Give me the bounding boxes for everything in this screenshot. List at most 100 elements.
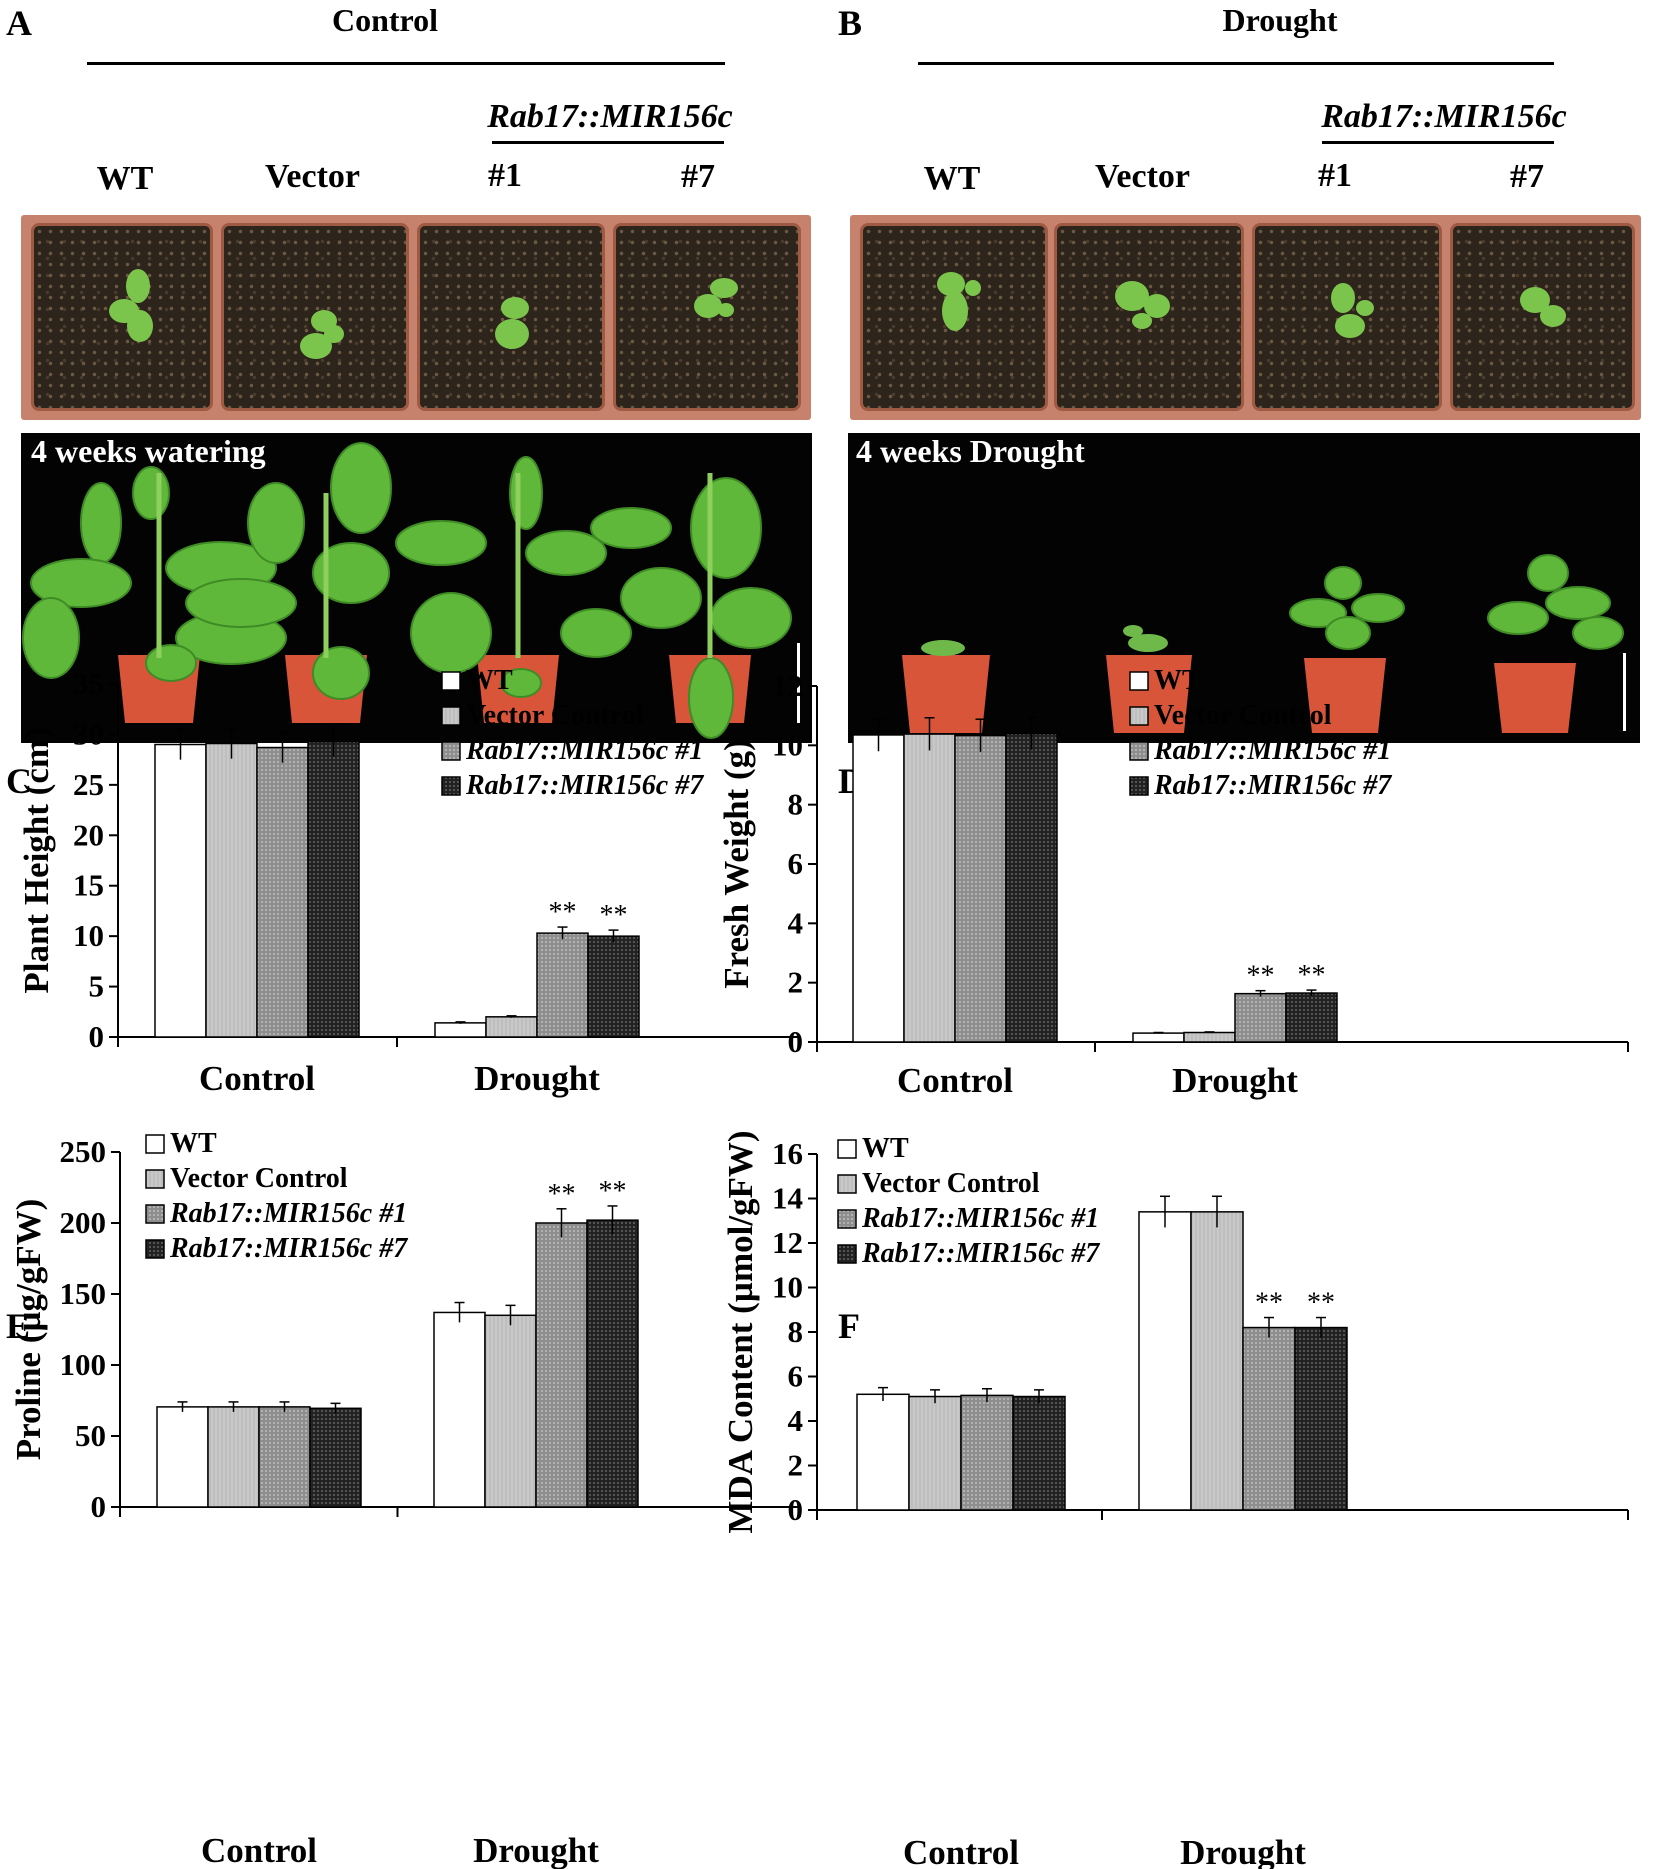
- panel-a-group-label: Rab17::MIR156c: [487, 98, 733, 135]
- y-tick-label: 25: [73, 767, 104, 802]
- y-tick-label: 50: [75, 1418, 106, 1453]
- significance-mark: **: [1298, 960, 1326, 991]
- panel-b-condition: Drought: [1222, 2, 1338, 38]
- panel-a-genotype-wt: WT: [96, 160, 154, 197]
- category-label: Control: [201, 1831, 317, 1869]
- significance-mark: **: [548, 1179, 576, 1210]
- y-axis-title: Fresh Weight (g): [717, 739, 756, 989]
- bar: [1138, 1211, 1192, 1511]
- bar: [1012, 1395, 1066, 1511]
- bar: [852, 734, 905, 1043]
- category-label: Drought: [473, 1831, 599, 1869]
- legend-label: Vector Control: [170, 1163, 348, 1194]
- seedling-icon: [694, 278, 738, 318]
- panel-a-genotype-7: #7: [681, 158, 715, 195]
- panel-letter-c: C: [6, 761, 32, 801]
- significance-mark: **: [549, 897, 577, 928]
- category-label: Drought: [1180, 1833, 1306, 1869]
- panel-b-group-line: [1322, 141, 1554, 144]
- legend-label: Rab17::MIR156c #7: [861, 1238, 1100, 1269]
- legend-swatch: [1129, 776, 1149, 796]
- panel-letter-f: F: [838, 1306, 860, 1346]
- y-tick-label: 0: [788, 1492, 804, 1527]
- panel-a-genotype-1: #1: [488, 157, 522, 194]
- legend-label: Rab17::MIR156c #1: [1153, 735, 1391, 766]
- bar: [1285, 992, 1338, 1043]
- y-tick-label: 8: [788, 1314, 804, 1349]
- legend-swatch: [441, 741, 461, 761]
- legend-label: Rab17::MIR156c #1: [465, 735, 703, 766]
- bar: [309, 1407, 362, 1508]
- bar: [1132, 1032, 1185, 1043]
- seedling-pot-1: [1252, 223, 1442, 411]
- legend-swatch: [441, 706, 461, 726]
- significance-mark: **: [1307, 1288, 1335, 1319]
- panel-a-seedling-tray: [21, 215, 811, 420]
- bar: [485, 1016, 538, 1038]
- category-label: Control: [903, 1833, 1019, 1869]
- seedling-icon: [495, 297, 529, 349]
- legend-label: Rab17::MIR156c #7: [465, 770, 704, 801]
- bar: [536, 932, 589, 1038]
- bar: [434, 1022, 487, 1038]
- y-tick-label: 0: [89, 1019, 105, 1054]
- y-tick-label: 10: [772, 727, 803, 762]
- y-tick-label: 12: [772, 668, 803, 703]
- panel-b-genotype-7: #7: [1510, 158, 1544, 195]
- panel-b-group-label: Rab17::MIR156c: [1321, 98, 1567, 135]
- panel-a-condition-line: [87, 62, 725, 65]
- legend-label: Vector Control: [466, 700, 644, 731]
- scale-bar: [797, 643, 800, 723]
- y-tick-label: 4: [788, 905, 804, 940]
- bar: [258, 1406, 311, 1508]
- bar: [587, 935, 640, 1038]
- legend-label: WT: [466, 665, 513, 696]
- panel-b-seedling-tray: [850, 215, 1641, 420]
- legend-swatch: [441, 776, 461, 796]
- bar: [1294, 1326, 1348, 1511]
- y-tick-label: 2: [788, 1448, 804, 1483]
- seedling-icon: [937, 272, 981, 331]
- bar: [1242, 1326, 1296, 1511]
- bar: [205, 742, 258, 1038]
- bar: [954, 734, 1007, 1043]
- y-axis-title: MDA Content (µmol/gFW): [721, 1130, 760, 1533]
- y-tick-label: 35: [73, 666, 104, 701]
- y-tick-label: 30: [73, 716, 104, 751]
- seedling-icon: [1331, 283, 1374, 338]
- seedling-icon: [1115, 281, 1170, 329]
- category-label: Drought: [1172, 1061, 1298, 1100]
- seedling-pot-7: [613, 223, 801, 411]
- significance-mark: **: [1247, 961, 1275, 992]
- y-tick-label: 10: [772, 1270, 803, 1305]
- seedling-pot-vector: [221, 223, 409, 411]
- bar: [154, 743, 207, 1038]
- legend-label: Vector Control: [862, 1168, 1040, 1199]
- bar: [1183, 1031, 1236, 1043]
- panel-letter-b: B: [838, 3, 863, 43]
- panel-a-photo-caption: 4 weeks watering: [31, 433, 266, 469]
- panel-b-genotype-vector: Vector: [1094, 158, 1191, 195]
- bar: [484, 1314, 537, 1508]
- plant-icon: [22, 442, 792, 739]
- y-tick-label: 6: [788, 846, 804, 881]
- y-tick-label: 8: [788, 787, 804, 822]
- legend-swatch: [145, 1169, 165, 1189]
- seedling-pot-wt: [31, 223, 213, 411]
- chart-fresh-weight: 0 2 4 6 8 10 12 Fresh Weight (g) Control Drought *…: [717, 665, 1629, 1100]
- y-tick-label: 200: [60, 1205, 107, 1240]
- legend-label: WT: [1154, 665, 1201, 696]
- y-tick-label: 2: [788, 965, 804, 1000]
- legend-swatch: [1129, 706, 1149, 726]
- y-tick-label: 250: [60, 1134, 107, 1169]
- seedling-pot-1: [417, 223, 605, 411]
- legend-swatch: [837, 1209, 857, 1229]
- legend-swatch: [145, 1204, 165, 1224]
- bar: [903, 733, 956, 1043]
- bar: [535, 1222, 588, 1508]
- significance-mark: **: [600, 900, 628, 931]
- legend-swatch: [837, 1244, 857, 1264]
- y-tick-label: 100: [60, 1347, 107, 1382]
